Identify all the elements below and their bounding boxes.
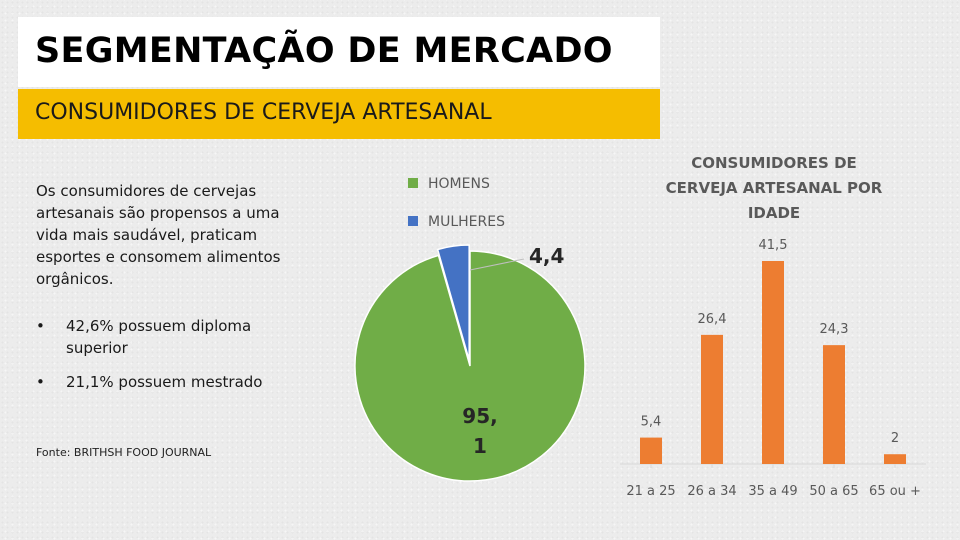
pie-slice-mulheres: [436, 244, 470, 361]
bar-35-a-49: [762, 261, 784, 464]
x-tick-label: 50 a 65: [809, 484, 858, 499]
legend-label-homens: HOMENS: [428, 176, 490, 192]
pie-slice-homens: [354, 250, 586, 482]
bullet-list: • 42,6% possuem diploma superior • 21,1%…: [36, 315, 316, 405]
pie-leader-line: [469, 258, 525, 271]
bar-65-ou-+: [884, 454, 906, 464]
page-subtitle: CONSUMIDORES DE CERVEJA ARTESANAL: [35, 100, 492, 125]
pie-value-label-mulheres: 4,4: [529, 244, 564, 268]
subtitle-box: CONSUMIDORES DE CERVEJA ARTESANAL: [18, 89, 660, 139]
bar-50-a-65: [823, 345, 845, 464]
description-paragraph: Os consumidores de cervejas artesanais s…: [36, 182, 281, 288]
x-tick-label: 65 ou +: [869, 484, 921, 499]
legend-swatch-homens: [408, 178, 418, 188]
legend-label-mulheres: MULHERES: [428, 214, 505, 230]
legend-swatch-mulheres: [408, 216, 418, 226]
bullet-text: 21,1% possuem mestrado: [66, 373, 263, 391]
bullet-item: • 21,1% possuem mestrado: [36, 371, 316, 393]
bar-21-a-25: [640, 437, 662, 464]
x-tick-label: 26 a 34: [687, 484, 736, 499]
bar-value-label: 2: [891, 431, 899, 446]
x-tick-label: 35 a 49: [748, 484, 797, 499]
page-title: SEGMENTAÇÃO DE MERCADO: [35, 31, 613, 71]
bar-value-label: 24,3: [820, 322, 849, 337]
bar-26-a-34: [701, 334, 723, 464]
bullet-dot: •: [36, 373, 45, 391]
bar-chart-title-line: IDADE: [748, 204, 800, 222]
bar-chart-title-line: CONSUMIDORES DE: [691, 154, 857, 172]
pie-value-label-homens: 95,: [462, 404, 497, 428]
bullet-text: 42,6% possuem diploma superior: [66, 317, 252, 357]
title-box: SEGMENTAÇÃO DE MERCADO: [18, 17, 660, 87]
bar-chart-title-line: CERVEJA ARTESANAL POR: [666, 179, 883, 197]
bullet-item: • 42,6% possuem diploma superior: [36, 315, 316, 359]
bar-value-label: 41,5: [759, 238, 788, 253]
bar-value-label: 5,4: [641, 415, 662, 430]
x-tick-label: 21 a 25: [626, 484, 675, 499]
bullet-dot: •: [36, 317, 45, 335]
pie-value-label-homens: 1: [473, 434, 487, 458]
bar-value-label: 26,4: [698, 312, 727, 327]
source-note: Fonte: BRITHSH FOOD JOURNAL: [36, 446, 212, 459]
